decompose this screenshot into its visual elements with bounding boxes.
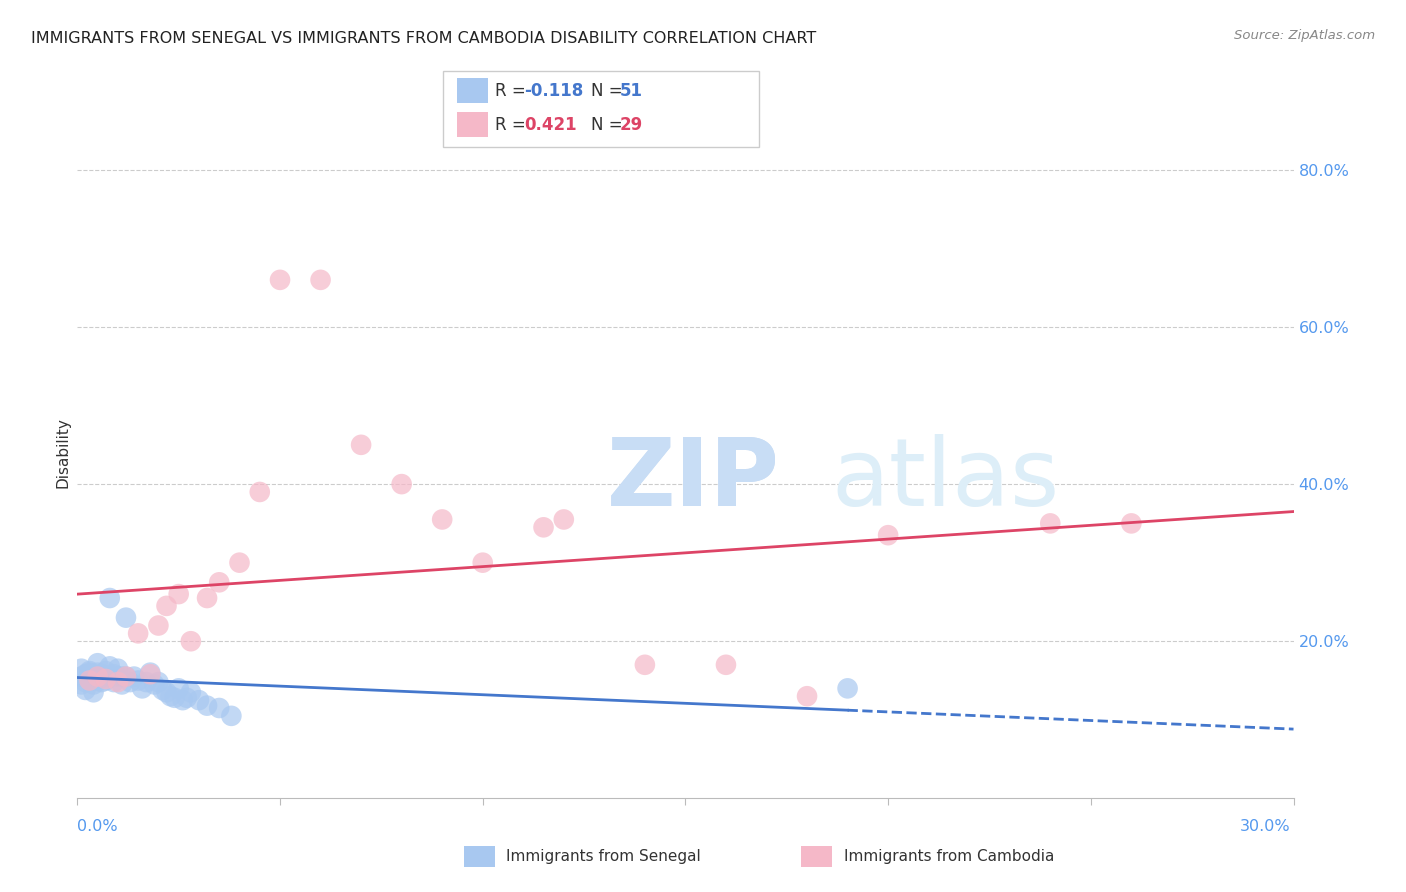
Point	[79, 673, 101, 688]
Text: N =: N =	[591, 82, 627, 100]
Point	[195, 698, 218, 713]
Point	[94, 672, 117, 686]
Point	[103, 667, 125, 681]
Point	[111, 669, 134, 683]
Point	[139, 667, 162, 681]
Point	[103, 675, 125, 690]
Text: -0.118: -0.118	[524, 82, 583, 100]
Point	[148, 618, 170, 632]
Point	[131, 681, 153, 696]
Point	[553, 512, 575, 526]
Point	[86, 665, 108, 680]
Text: 0.0%: 0.0%	[77, 820, 118, 834]
Point	[208, 701, 231, 715]
Text: 51: 51	[620, 82, 643, 100]
Point	[115, 669, 138, 683]
Point	[70, 669, 93, 683]
Text: 30.0%: 30.0%	[1240, 820, 1291, 834]
Text: ZIP: ZIP	[606, 434, 779, 526]
Point	[90, 667, 112, 681]
Point	[432, 512, 454, 526]
Point	[152, 682, 174, 697]
Point	[107, 662, 129, 676]
Point	[98, 659, 121, 673]
Point	[143, 677, 166, 691]
Point	[86, 669, 108, 683]
Point	[139, 665, 162, 680]
Point	[70, 662, 93, 676]
Point	[115, 610, 138, 624]
Point	[195, 591, 218, 605]
Point	[118, 675, 141, 690]
Point	[79, 665, 101, 680]
Point	[167, 587, 190, 601]
Point	[176, 690, 198, 705]
Point	[837, 681, 859, 696]
Point	[148, 675, 170, 690]
Text: IMMIGRANTS FROM SENEGAL VS IMMIGRANTS FROM CAMBODIA DISABILITY CORRELATION CHART: IMMIGRANTS FROM SENEGAL VS IMMIGRANTS FR…	[31, 31, 815, 46]
Point	[228, 556, 250, 570]
Point	[155, 599, 177, 613]
Point	[107, 669, 129, 683]
Text: Source: ZipAtlas.com: Source: ZipAtlas.com	[1234, 29, 1375, 42]
Point	[83, 669, 105, 683]
Point	[163, 690, 186, 705]
Point	[309, 273, 332, 287]
Text: R =: R =	[495, 116, 531, 134]
Point	[391, 477, 413, 491]
Point	[86, 673, 108, 688]
Point	[75, 682, 97, 697]
Point	[115, 669, 138, 683]
Point	[94, 664, 117, 678]
Text: 29: 29	[620, 116, 644, 134]
Point	[127, 626, 149, 640]
Point	[180, 685, 202, 699]
Point	[79, 673, 101, 688]
Point	[98, 591, 121, 605]
Text: 0.421: 0.421	[524, 116, 576, 134]
Point	[90, 675, 112, 690]
Point	[634, 657, 657, 672]
Point	[172, 693, 194, 707]
Point	[208, 575, 231, 590]
Point	[269, 273, 291, 287]
Point	[877, 528, 900, 542]
Point	[86, 657, 108, 671]
Point	[796, 690, 818, 704]
Text: Immigrants from Cambodia: Immigrants from Cambodia	[844, 849, 1054, 863]
Text: N =: N =	[591, 116, 627, 134]
Point	[70, 677, 93, 691]
Point	[111, 677, 134, 691]
Point	[127, 673, 149, 688]
Y-axis label: Disability: Disability	[55, 417, 70, 488]
Point	[135, 675, 157, 690]
Point	[533, 520, 555, 534]
Point	[221, 709, 243, 723]
Point	[188, 693, 211, 707]
Point	[98, 669, 121, 683]
Point	[94, 673, 117, 688]
Text: atlas: atlas	[831, 434, 1060, 526]
Point	[159, 690, 181, 704]
Point	[107, 675, 129, 690]
Point	[167, 681, 190, 696]
Point	[714, 657, 737, 672]
Point	[249, 485, 271, 500]
Point	[122, 669, 145, 683]
Point	[1039, 516, 1062, 531]
Text: Immigrants from Senegal: Immigrants from Senegal	[506, 849, 702, 863]
Point	[83, 677, 105, 691]
Point	[471, 556, 494, 570]
Point	[180, 634, 202, 648]
Point	[79, 664, 101, 678]
Text: ZIP: ZIP	[606, 434, 779, 526]
Point	[155, 685, 177, 699]
Text: R =: R =	[495, 82, 531, 100]
Point	[1121, 516, 1143, 531]
Point	[350, 438, 373, 452]
Point	[83, 685, 105, 699]
Point	[75, 675, 97, 690]
Point	[75, 667, 97, 681]
